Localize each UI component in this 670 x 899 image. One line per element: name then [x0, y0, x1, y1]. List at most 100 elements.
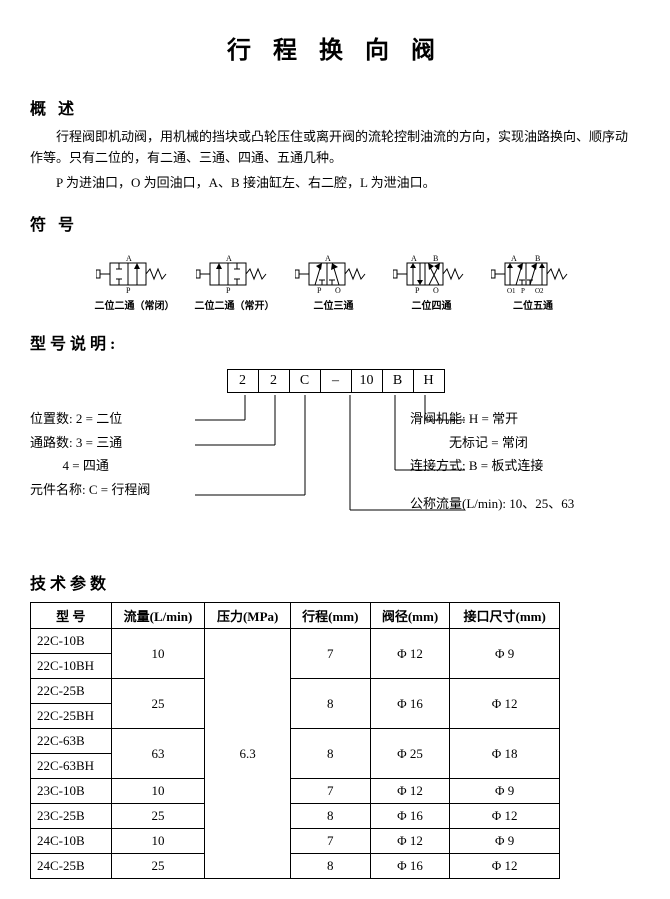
model-box: H — [413, 369, 445, 393]
cell-model: 22C-25B — [31, 679, 112, 704]
heading-overview: 概 述 — [30, 95, 640, 119]
model-box: – — [320, 369, 352, 393]
note-flow: 公称流量(L/min): 10、25、63 — [410, 494, 640, 514]
col-port: 接口尺寸(mm) — [450, 603, 560, 629]
svg-text:P: P — [317, 286, 322, 293]
cell-stroke: 7 — [290, 779, 370, 804]
cell-port: Φ 12 — [450, 854, 560, 879]
symbol-label: 二位四通 — [412, 297, 452, 312]
cell-flow: 10 — [111, 779, 205, 804]
note-component: 元件名称: C = 行程阀 — [30, 480, 210, 500]
svg-text:O2: O2 — [535, 287, 544, 293]
model-notes-left: 位置数: 2 = 二位 通路数: 3 = 三通 4 = 四通 元件名称: C =… — [30, 405, 210, 517]
cell-model: 22C-25BH — [31, 704, 112, 729]
symbol-2-2-no-svg: A P — [196, 253, 274, 293]
col-flow: 流量(L/min) — [111, 603, 205, 629]
cell-stroke: 7 — [290, 829, 370, 854]
svg-text:O1: O1 — [507, 287, 516, 293]
cell-port: Φ 9 — [450, 779, 560, 804]
model-boxes: 2 2 C – 10 B H — [30, 369, 640, 393]
svg-text:B: B — [535, 254, 540, 263]
cell-model: 24C-10B — [31, 829, 112, 854]
model-box: 2 — [227, 369, 259, 393]
svg-text:O: O — [335, 286, 341, 293]
col-press: 压力(MPa) — [205, 603, 291, 629]
cell-flow: 25 — [111, 804, 205, 829]
cell-port: Φ 18 — [450, 729, 560, 779]
note-ways: 通路数: 3 = 三通 — [30, 433, 210, 453]
page-title: 行 程 换 向 阀 — [30, 30, 640, 65]
table-row: 22C-10B106.37Φ 12Φ 9 — [31, 629, 560, 654]
svg-text:P: P — [126, 286, 131, 293]
note-connect: 连接方式: B = 板式连接 — [410, 456, 640, 476]
symbol-label: 二位五通 — [513, 297, 553, 312]
cell-bore: Φ 25 — [370, 729, 450, 779]
svg-text:A: A — [411, 254, 417, 263]
cell-flow: 25 — [111, 679, 205, 729]
table-header-row: 型 号 流量(L/min) 压力(MPa) 行程(mm) 阀径(mm) 接口尺寸… — [31, 603, 560, 629]
symbol-label: 二位三通 — [314, 297, 354, 312]
col-model: 型 号 — [31, 603, 112, 629]
table-row: 23C-10B10 7Φ 12Φ 9 — [31, 779, 560, 804]
heading-model: 型号说明: — [30, 330, 640, 354]
note-ways-2: 4 = 四通 — [30, 456, 210, 476]
svg-text:A: A — [226, 254, 232, 263]
overview-para-1: 行程阀即机动阀，用机械的挡块或凸轮压住或离开阀的流轮控制油流的方向，实现油路换向… — [30, 127, 640, 169]
heading-spec: 技术参数 — [30, 570, 640, 594]
symbol-2-4: A B P O 二位四通 — [393, 253, 471, 312]
note-position: 位置数: 2 = 二位 — [30, 409, 210, 429]
cell-stroke: 8 — [290, 854, 370, 879]
table-row: 22C-25B258Φ 16Φ 12 — [31, 679, 560, 704]
cell-model: 22C-63BH — [31, 754, 112, 779]
svg-text:P: P — [521, 287, 525, 293]
cell-stroke: 8 — [290, 729, 370, 779]
symbol-2-2-nc: A P 二位二通（常闭） — [95, 253, 175, 312]
cell-model: 22C-10B — [31, 629, 112, 654]
cell-model: 22C-10BH — [31, 654, 112, 679]
svg-text:P: P — [415, 286, 420, 293]
model-notes: 位置数: 2 = 二位 通路数: 3 = 三通 4 = 四通 元件名称: C =… — [30, 405, 640, 517]
symbol-2-4-svg: A B P O — [393, 253, 471, 293]
cell-model: 24C-25B — [31, 854, 112, 879]
cell-port: Φ 12 — [450, 804, 560, 829]
overview-para-2: P 为进油口，O 为回油口，A、B 接油缸左、右二腔，L 为泄油口。 — [30, 173, 640, 194]
model-explanation: 2 2 C – 10 B H 位置数: 2 = 二位 通路数: 3 = 三通 4… — [30, 369, 640, 517]
model-box: C — [289, 369, 321, 393]
cell-bore: Φ 12 — [370, 829, 450, 854]
cell-bore: Φ 12 — [370, 629, 450, 679]
cell-model: 23C-10B — [31, 779, 112, 804]
table-row: 24C-10B107Φ 12Φ 9 — [31, 829, 560, 854]
cell-bore: Φ 12 — [370, 779, 450, 804]
model-box: 2 — [258, 369, 290, 393]
table-row: 22C-63B638Φ 25Φ 18 — [31, 729, 560, 754]
cell-port: Φ 9 — [450, 829, 560, 854]
svg-text:A: A — [325, 254, 331, 263]
cell-port: Φ 9 — [450, 629, 560, 679]
table-row: 23C-25B25 8Φ 16Φ 12 — [31, 804, 560, 829]
symbol-2-3-svg: A P O — [295, 253, 373, 293]
table-row: 24C-25B25 8Φ 16Φ 12 — [31, 854, 560, 879]
symbol-2-3: A P O 二位三通 — [295, 253, 373, 312]
note-spool-2: 无标记 = 常闭 — [410, 433, 640, 453]
svg-text:B: B — [433, 254, 438, 263]
cell-stroke: 7 — [290, 629, 370, 679]
cell-stroke: 8 — [290, 804, 370, 829]
svg-text:P: P — [226, 286, 231, 293]
model-box: 10 — [351, 369, 383, 393]
cell-bore: Φ 16 — [370, 804, 450, 829]
spec-table: 型 号 流量(L/min) 压力(MPa) 行程(mm) 阀径(mm) 接口尺寸… — [30, 602, 560, 879]
cell-bore: Φ 16 — [370, 854, 450, 879]
symbols-row: A P 二位二通（常闭） A P — [30, 253, 640, 312]
col-stroke: 行程(mm) — [290, 603, 370, 629]
svg-text:A: A — [126, 254, 132, 263]
model-box: B — [382, 369, 414, 393]
symbol-2-2-nc-svg: A P — [96, 253, 174, 293]
cell-pressure: 6.3 — [205, 629, 291, 879]
cell-bore: Φ 16 — [370, 679, 450, 729]
cell-model: 23C-25B — [31, 804, 112, 829]
heading-symbol: 符 号 — [30, 211, 640, 235]
cell-model: 22C-63B — [31, 729, 112, 754]
note-spool: 滑阀机能: H = 常开 — [410, 409, 640, 429]
cell-flow: 25 — [111, 854, 205, 879]
col-bore: 阀径(mm) — [370, 603, 450, 629]
